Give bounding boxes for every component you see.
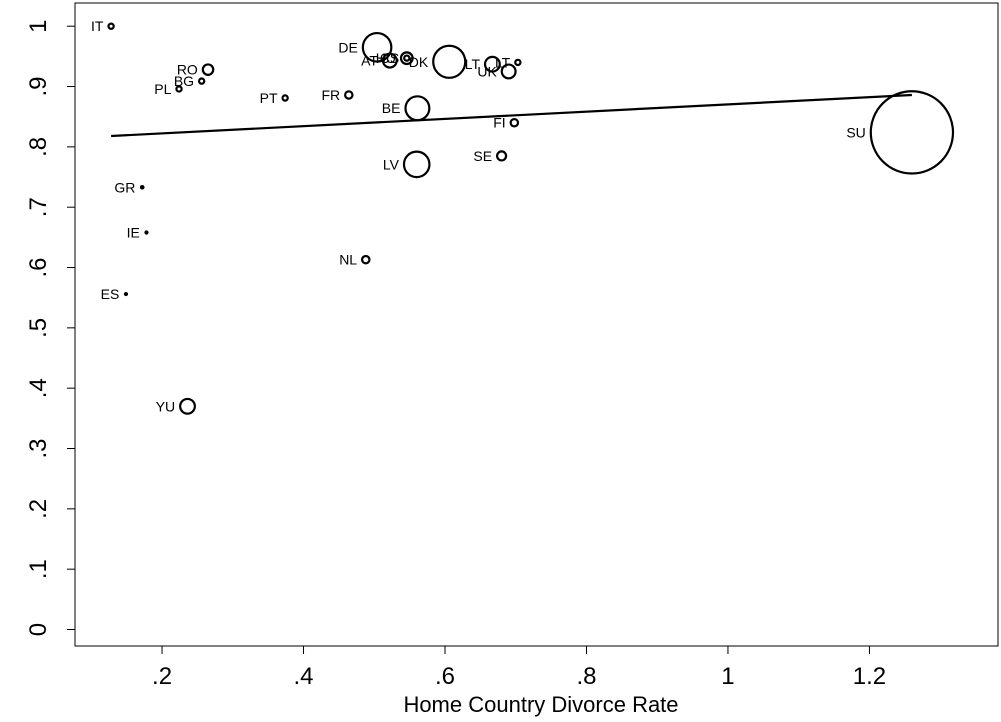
point-label: UK	[477, 63, 497, 79]
point-label: ES	[101, 286, 120, 302]
y-axis: 0 .1 .2 .3 .4 .5 .6 .7 .8 .9 1	[25, 20, 75, 637]
plot-area	[75, 3, 998, 646]
y-tick-label: .8	[25, 137, 52, 157]
y-tick-label: .5	[25, 318, 52, 338]
x-tick-label: .8	[576, 663, 596, 690]
point-marker	[145, 231, 148, 234]
x-tick-label: 1.2	[853, 663, 886, 690]
point-label: SE	[473, 148, 492, 164]
point-label: NL	[339, 252, 357, 268]
point-label: CS	[380, 50, 399, 66]
y-tick-label: .2	[25, 499, 52, 519]
point-label: IT	[91, 18, 104, 34]
x-tick-label: 1	[721, 663, 734, 690]
y-tick-label: 1	[25, 20, 52, 33]
y-tick-label: .1	[25, 559, 52, 579]
point-label: YU	[156, 398, 175, 414]
y-tick-label: 0	[25, 623, 52, 636]
point-label: SU	[846, 124, 865, 140]
point-label: DE	[338, 39, 357, 55]
y-tick-label: .7	[25, 197, 52, 217]
x-tick-label: .4	[294, 663, 314, 690]
point-marker	[124, 292, 127, 295]
point-label: PT	[260, 90, 278, 106]
x-axis-title: Home Country Divorce Rate	[403, 692, 678, 717]
x-tick-label: .2	[152, 663, 172, 690]
x-tick-label: .6	[435, 663, 455, 690]
y-tick-label: .6	[25, 258, 52, 278]
point-label: DK	[409, 54, 429, 70]
point-label: GR	[114, 179, 135, 195]
point-label: PL	[154, 81, 171, 97]
point-label: LV	[383, 156, 400, 172]
y-tick-label: .3	[25, 439, 52, 459]
y-tick-label: .4	[25, 378, 52, 398]
point-label: FR	[321, 87, 340, 103]
point-label: BE	[382, 100, 401, 116]
x-axis: .2 .4 .6 .8 1 1.2	[152, 646, 886, 690]
point-label: IE	[127, 225, 140, 241]
point-marker	[140, 185, 144, 189]
point-label: FI	[493, 115, 505, 131]
y-tick-label: .9	[25, 77, 52, 97]
